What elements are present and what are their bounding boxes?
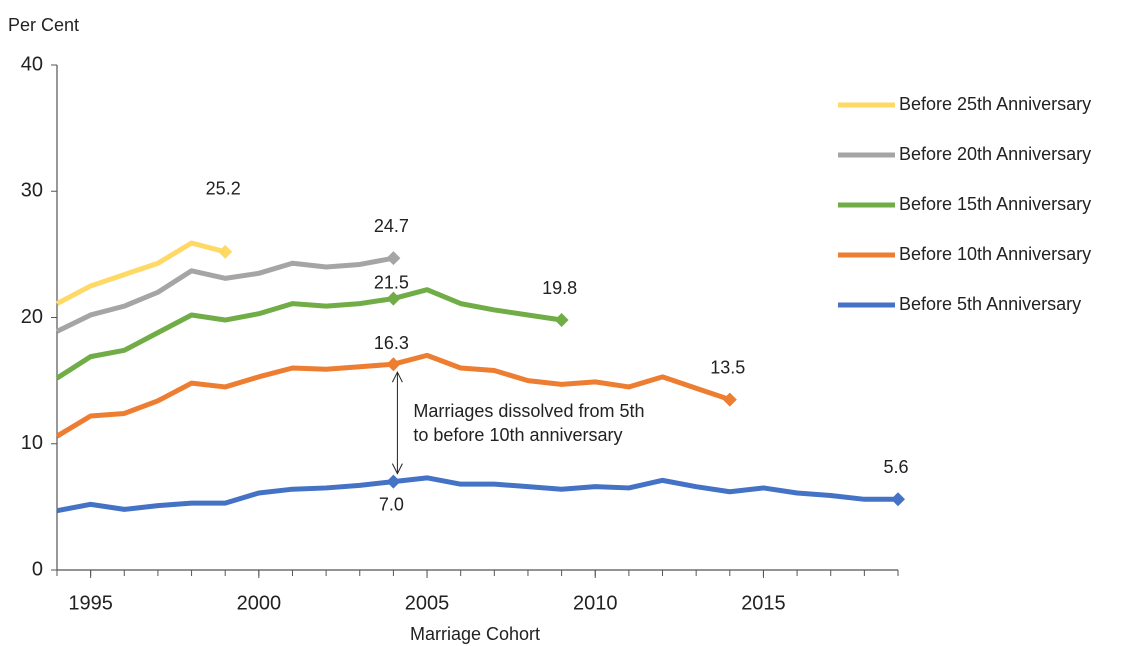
point-marker xyxy=(554,313,569,328)
series-line xyxy=(55,255,394,334)
data-label: 25.2 xyxy=(206,179,241,199)
x-tick-label: 2000 xyxy=(237,592,282,614)
annotation: Marriages dissolved from 5th xyxy=(413,401,644,421)
x-tick-label: 1995 xyxy=(68,592,113,614)
legend-label: Before 10th Anniversary xyxy=(899,244,1091,264)
data-label: 5.6 xyxy=(883,457,908,477)
data-label: 13.5 xyxy=(710,357,745,377)
y-tick-label: 20 xyxy=(21,306,43,328)
point-marker xyxy=(891,492,905,507)
legend-label: Before 5th Anniversary xyxy=(899,294,1081,314)
point-marker xyxy=(722,392,737,407)
annotation: to before 10th anniversary xyxy=(413,425,622,445)
y-tick-label: 10 xyxy=(21,432,43,454)
y-tick-label: 30 xyxy=(21,180,43,202)
y-tick-label: 0 xyxy=(32,558,43,580)
arrow-head xyxy=(391,463,403,475)
data-label: 19.8 xyxy=(542,278,577,298)
point-marker xyxy=(218,244,233,259)
x-tick-label: 2015 xyxy=(741,592,786,614)
arrow-head xyxy=(391,371,403,383)
x-axis-label: Marriage Cohort xyxy=(410,624,540,644)
x-tick-label: 2005 xyxy=(405,592,450,614)
data-label: 21.5 xyxy=(374,272,409,292)
data-label: 24.7 xyxy=(374,216,409,236)
data-label: 16.3 xyxy=(374,333,409,353)
point-marker xyxy=(386,357,401,372)
point-marker xyxy=(386,291,401,306)
data-label: 7.0 xyxy=(379,494,404,514)
series-line xyxy=(55,240,226,306)
legend-label: Before 20th Anniversary xyxy=(899,144,1091,164)
point-marker xyxy=(386,474,401,489)
legend-label: Before 25th Anniversary xyxy=(899,94,1091,114)
y-axis-label: Per Cent xyxy=(8,15,79,35)
legend-label: Before 15th Anniversary xyxy=(899,194,1091,214)
series-line xyxy=(55,287,562,381)
x-tick-label: 2010 xyxy=(573,592,618,614)
y-tick-label: 40 xyxy=(21,53,43,75)
series-line xyxy=(56,475,898,514)
point-marker xyxy=(386,251,401,266)
